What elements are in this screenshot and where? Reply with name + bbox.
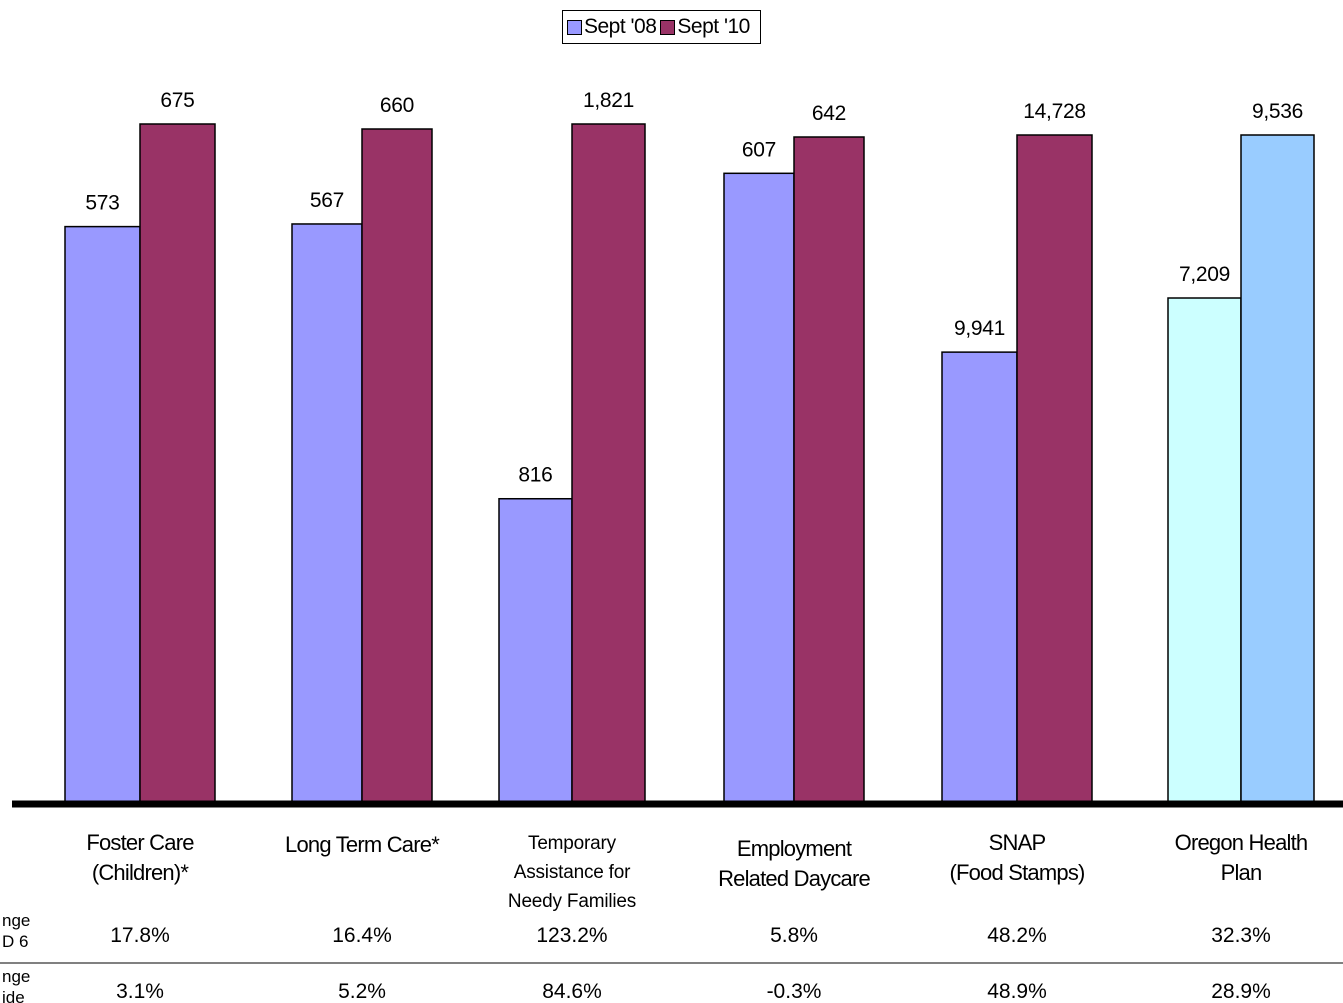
data-label-sept-08-5: 9,941 <box>954 317 1005 340</box>
legend-item-sept-08: Sept '08 <box>567 15 657 39</box>
legend-swatch-sept-08 <box>567 19 582 35</box>
category-label-6: Oregon Health Plan <box>1175 830 1308 885</box>
category-label-3: Temporary Assistance for Needy Families <box>508 833 636 912</box>
data-label-sept-08-3: 816 <box>518 464 552 487</box>
bar-sept-10-5 <box>1016 134 1093 804</box>
pct-row2-3: 84.6% <box>542 980 602 1003</box>
bar-sept-10-3 <box>571 123 646 804</box>
row-label-2-line-2: ide <box>2 988 25 1003</box>
category-label-5: SNAP (Food Stamps) <box>949 830 1084 885</box>
bar-sept-10-4 <box>793 136 865 804</box>
pct-row1-1: 17.8% <box>110 924 170 947</box>
row-label-1-line-2: D 6 <box>2 932 28 951</box>
data-label-sept-10-1: 675 <box>160 89 194 112</box>
data-label-sept-10-4: 642 <box>812 102 846 125</box>
bar-sept-10-2 <box>361 128 433 804</box>
category-label-4: Employment Related Daycare <box>718 836 870 891</box>
pct-row2-2: 5.2% <box>338 980 386 1003</box>
legend-item-sept-10: Sept '10 <box>660 15 750 39</box>
legend-label-sept-08: Sept '08 <box>584 15 657 38</box>
pct-row2-6: 28.9% <box>1211 980 1271 1003</box>
chart-legend: Sept '08 Sept '10 <box>562 10 761 44</box>
pct-row1-3: 123.2% <box>536 924 607 947</box>
pct-row1-5: 48.2% <box>987 924 1047 947</box>
row-label-1-line-1: nge <box>2 911 30 930</box>
bar-sept-10-6 <box>1240 134 1315 804</box>
category-label-1: Foster Care (Children)* <box>86 830 194 885</box>
bar-sept-10-1 <box>139 123 216 804</box>
bar-sept-08-3 <box>498 497 573 804</box>
pct-row2-4: -0.3% <box>767 980 822 1003</box>
legend-label-sept-10: Sept '10 <box>677 15 750 38</box>
pct-row1-6: 32.3% <box>1211 924 1271 947</box>
bar-sept-08-4 <box>723 172 795 804</box>
category-label-2: Long Term Care* <box>285 832 440 857</box>
data-label-sept-08-4: 607 <box>742 138 776 161</box>
data-label-sept-10-2: 660 <box>380 94 414 117</box>
data-label-sept-08-1: 573 <box>85 192 119 215</box>
data-label-sept-08-6: 7,209 <box>1179 263 1230 286</box>
pct-row1-2: 16.4% <box>332 924 392 947</box>
pct-row1-4: 5.8% <box>770 924 818 947</box>
bar-sept-08-2 <box>291 223 363 804</box>
bar-sept-08-6 <box>1167 297 1242 804</box>
bar-sept-08-1 <box>64 225 141 804</box>
data-label-sept-08-2: 567 <box>310 189 344 212</box>
row-label-2-line-1: nge <box>2 967 30 986</box>
legend-swatch-sept-10 <box>660 19 676 35</box>
bar-sept-08-5 <box>941 351 1018 804</box>
data-label-sept-10-6: 9,536 <box>1252 100 1303 123</box>
pct-row2-1: 3.1% <box>116 980 164 1003</box>
pct-row2-5: 48.9% <box>987 980 1047 1003</box>
data-label-sept-10-3: 1,821 <box>583 89 634 112</box>
data-label-sept-10-5: 14,728 <box>1023 100 1085 123</box>
